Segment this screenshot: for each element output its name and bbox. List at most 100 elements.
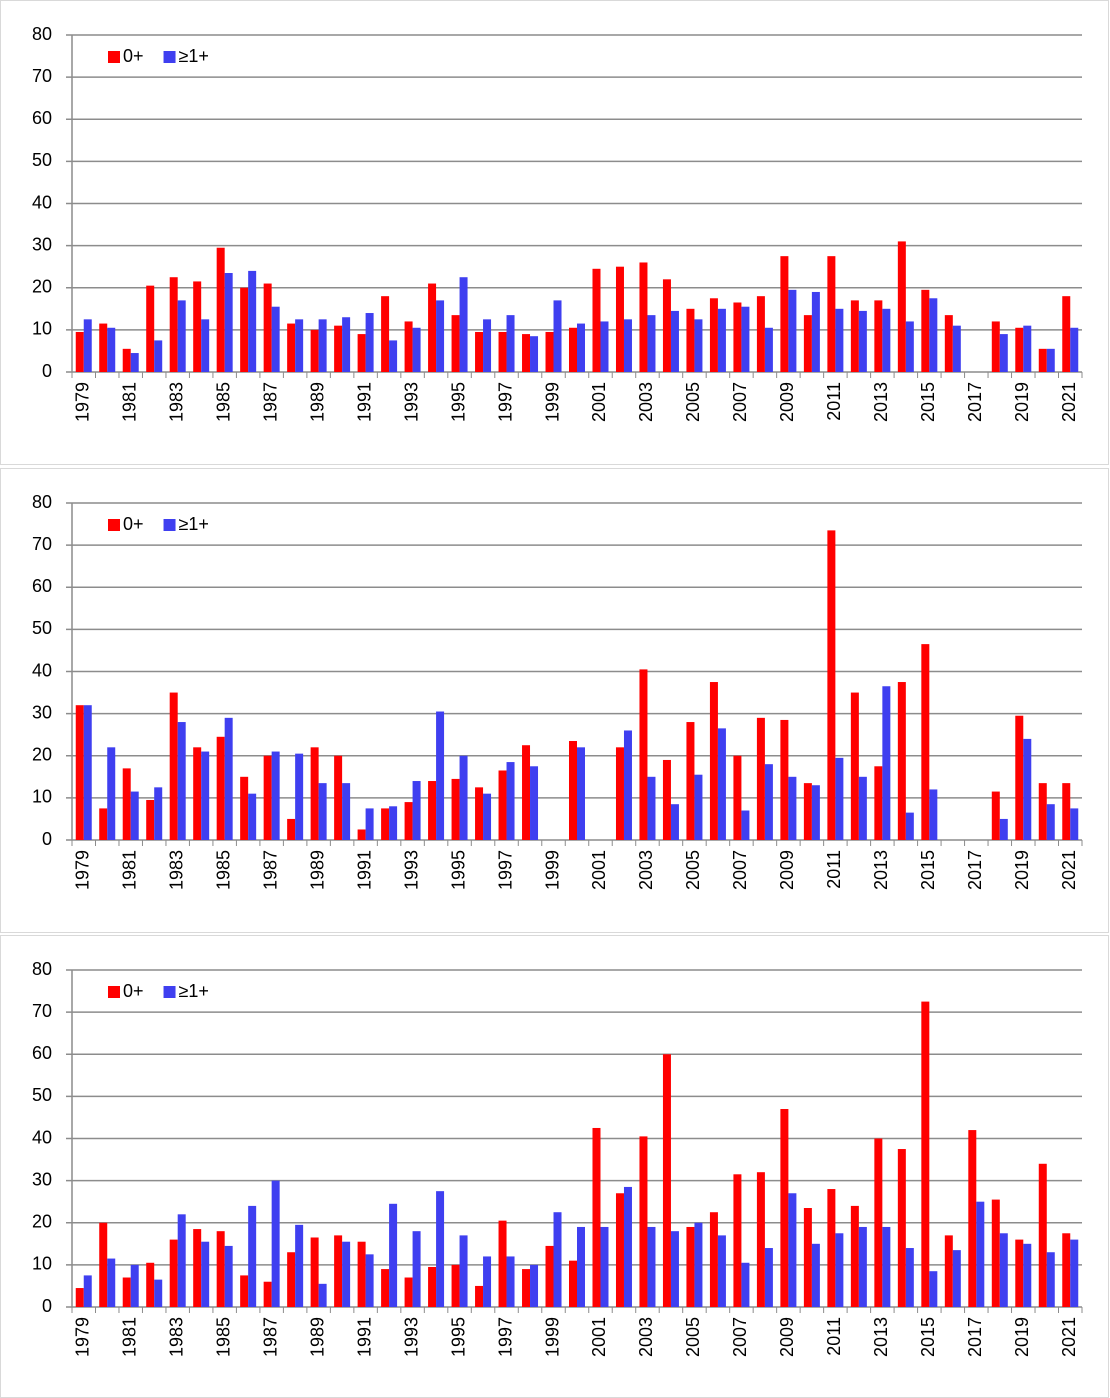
bar xyxy=(122,348,131,372)
bar xyxy=(1038,1163,1047,1307)
bar xyxy=(334,325,343,372)
bar xyxy=(216,247,225,372)
x-tick-label: 1989 xyxy=(307,382,327,422)
bar xyxy=(897,682,906,840)
x-tick-label: 1993 xyxy=(401,382,421,422)
bar xyxy=(921,289,930,372)
bar xyxy=(146,285,155,372)
bar xyxy=(342,317,351,372)
bar xyxy=(764,327,773,372)
bar xyxy=(310,747,319,840)
bar xyxy=(733,755,742,840)
bar xyxy=(271,306,280,372)
x-tick-label: 1999 xyxy=(542,382,562,422)
bar xyxy=(428,781,437,840)
y-tick-label: 80 xyxy=(32,959,52,979)
x-tick-label: 2007 xyxy=(730,382,750,422)
bar xyxy=(177,300,186,372)
bar xyxy=(803,315,812,372)
bar xyxy=(999,818,1008,840)
legend-swatch xyxy=(108,986,120,998)
legend-label: ≥1+ xyxy=(179,981,209,1001)
bar xyxy=(733,302,742,372)
x-tick-label: 2005 xyxy=(683,850,703,890)
bar xyxy=(788,289,797,372)
bar xyxy=(569,1260,577,1307)
bar xyxy=(287,1252,296,1307)
bar xyxy=(709,298,718,372)
x-tick-label: 2005 xyxy=(683,1317,703,1357)
bar xyxy=(811,785,820,840)
bar xyxy=(991,791,1000,840)
bar xyxy=(647,1226,656,1307)
bar xyxy=(271,751,280,840)
bar xyxy=(623,730,632,840)
x-tick-label: 1979 xyxy=(72,382,92,422)
bar xyxy=(193,1229,202,1307)
bar xyxy=(553,1212,562,1307)
bar xyxy=(389,806,398,840)
bar xyxy=(615,266,624,372)
x-tick-label: 1995 xyxy=(448,382,468,422)
y-tick-label: 60 xyxy=(32,576,52,596)
bar xyxy=(483,1256,492,1307)
y-tick-label: 40 xyxy=(32,1127,52,1147)
bar xyxy=(623,1186,632,1307)
bar xyxy=(952,325,961,372)
bar xyxy=(756,296,765,372)
bar xyxy=(905,321,914,372)
bar xyxy=(357,334,366,372)
bar xyxy=(874,300,883,372)
bar xyxy=(968,1130,977,1307)
bar xyxy=(201,319,210,372)
legend-label: 0+ xyxy=(123,981,144,1001)
bar xyxy=(389,340,398,372)
bar xyxy=(506,315,515,372)
x-tick-label: 1985 xyxy=(213,1317,233,1357)
bar xyxy=(952,1250,961,1307)
bar xyxy=(1023,738,1032,840)
bar xyxy=(318,319,327,372)
bar xyxy=(475,331,484,372)
y-tick-label: 30 xyxy=(32,702,52,722)
x-tick-label: 2009 xyxy=(777,850,797,890)
bar xyxy=(662,1054,671,1307)
bar xyxy=(929,1271,938,1307)
bar xyxy=(122,768,131,840)
x-tick-label: 2019 xyxy=(1012,1317,1032,1357)
bar xyxy=(498,770,507,840)
bar xyxy=(389,1203,398,1307)
bar xyxy=(412,1231,421,1307)
bar xyxy=(530,1264,539,1307)
x-tick-label: 1981 xyxy=(119,382,139,422)
bar xyxy=(686,308,695,372)
bar xyxy=(764,764,773,840)
bar xyxy=(991,1199,1000,1307)
bar xyxy=(600,321,609,372)
bar xyxy=(1070,808,1079,840)
x-tick-label: 1983 xyxy=(166,850,186,890)
x-tick-label: 2015 xyxy=(918,1317,938,1357)
bar xyxy=(295,319,304,372)
x-tick-label: 2009 xyxy=(777,1317,797,1357)
bar xyxy=(193,281,202,372)
x-tick-label: 1993 xyxy=(401,850,421,890)
bar xyxy=(1062,1233,1071,1307)
bar xyxy=(263,1281,272,1307)
bar xyxy=(506,762,515,840)
x-tick-label: 1985 xyxy=(213,850,233,890)
bar xyxy=(717,308,726,372)
bar xyxy=(897,1149,906,1307)
bar xyxy=(905,1248,914,1307)
bar xyxy=(130,1264,139,1307)
bar xyxy=(498,331,507,372)
bar xyxy=(592,1127,601,1307)
bar xyxy=(835,308,844,372)
bar xyxy=(733,1174,742,1307)
y-tick-label: 70 xyxy=(32,534,52,554)
bar xyxy=(122,1277,131,1307)
bar xyxy=(342,1241,351,1307)
bar xyxy=(882,308,891,372)
bar xyxy=(882,1226,891,1307)
bar xyxy=(976,1201,985,1307)
